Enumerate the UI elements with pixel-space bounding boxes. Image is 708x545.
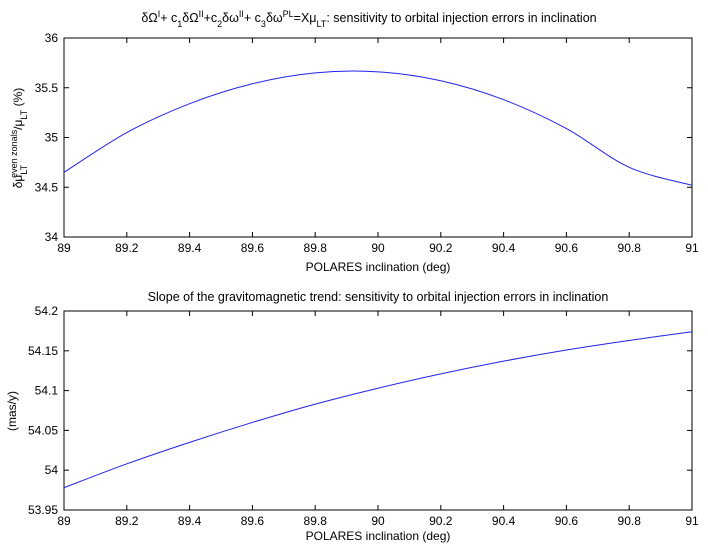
chart-top-x-axis: 89 89.2 89.4 89.6 89.8 90 90.2 90.4 90.6 90.8 91 (57, 38, 699, 255)
bottom-x-tick-label: 90.6 (555, 514, 579, 528)
bottom-x-tick-label: 89.4 (178, 514, 202, 528)
top-y-tick-label: 34 (45, 230, 59, 244)
bottom-y-tick-label: 54.15 (28, 344, 58, 358)
top-x-tick-label: 90.8 (618, 241, 642, 255)
chart-top-x-axis-label: POLARES inclination (deg) (306, 260, 451, 274)
bottom-x-tick-label: 89.2 (115, 514, 139, 528)
top-x-tick-label: 90.2 (429, 241, 453, 255)
top-x-tick-label: 90 (371, 241, 385, 255)
top-y-tick-label: 34.5 (35, 180, 59, 194)
top-x-tick-label: 90.6 (555, 241, 579, 255)
top-y-tick-label: 36 (45, 31, 59, 45)
bottom-x-tick-label: 90.4 (492, 514, 516, 528)
chart-bottom-x-axis-label: POLARES inclination (deg) (306, 529, 451, 543)
chart-bottom-title: Slope of the gravitomagnetic trend: sens… (148, 290, 609, 304)
top-x-tick-label: 89 (57, 241, 71, 255)
bottom-y-tick-label: 54.2 (35, 304, 59, 318)
chart-bottom-series-line (63, 331, 693, 489)
bottom-x-tick-label: 89.8 (304, 514, 328, 528)
chart-top-y-axis-label: δμLTeven zonals/μLT (%) (9, 88, 29, 189)
bottom-x-tick-label: 90.8 (618, 514, 642, 528)
chart-bottom-y-axis: 53.95 54 54.05 54.1 54.15 54.2 (28, 304, 692, 517)
chart-top-y-axis: 34 34.5 35 35.5 36 (35, 31, 692, 244)
chart-top: δΩI+ c1δΩII+c2δωII+ c3δωPL=XμLT: sensiti… (9, 9, 699, 274)
top-y-tick-label: 35 (45, 131, 59, 145)
chart-bottom-y-axis-label: (mas/y) (5, 391, 19, 431)
bottom-x-tick-label: 90 (371, 514, 385, 528)
top-x-tick-label: 91 (685, 241, 699, 255)
bottom-y-tick-label: 54.05 (28, 423, 58, 437)
top-y-tick-label: 35.5 (35, 81, 59, 95)
top-x-tick-label: 89.2 (115, 241, 139, 255)
top-x-tick-label: 90.4 (492, 241, 516, 255)
chart-bottom: Slope of the gravitomagnetic trend: sens… (5, 290, 699, 543)
bottom-y-tick-label: 54.1 (35, 384, 59, 398)
top-x-tick-label: 89.8 (304, 241, 328, 255)
bottom-y-tick-label: 53.95 (28, 503, 58, 517)
bottom-x-tick-label: 90.2 (429, 514, 453, 528)
chart-top-title: δΩI+ c1δΩII+c2δωII+ c3δωPL=XμLT: sensiti… (141, 9, 596, 29)
bottom-x-tick-label: 89 (57, 514, 71, 528)
bottom-x-tick-label: 89.6 (241, 514, 265, 528)
top-x-tick-label: 89.6 (241, 241, 265, 255)
chart-bottom-x-axis: 89 89.2 89.4 89.6 89.8 90 90.2 90.4 90.6 90.8 91 (57, 311, 699, 528)
bottom-x-tick-label: 91 (685, 514, 699, 528)
bottom-y-tick-label: 54 (45, 463, 59, 477)
top-x-tick-label: 89.4 (178, 241, 202, 255)
chart-top-series-line (63, 70, 693, 186)
